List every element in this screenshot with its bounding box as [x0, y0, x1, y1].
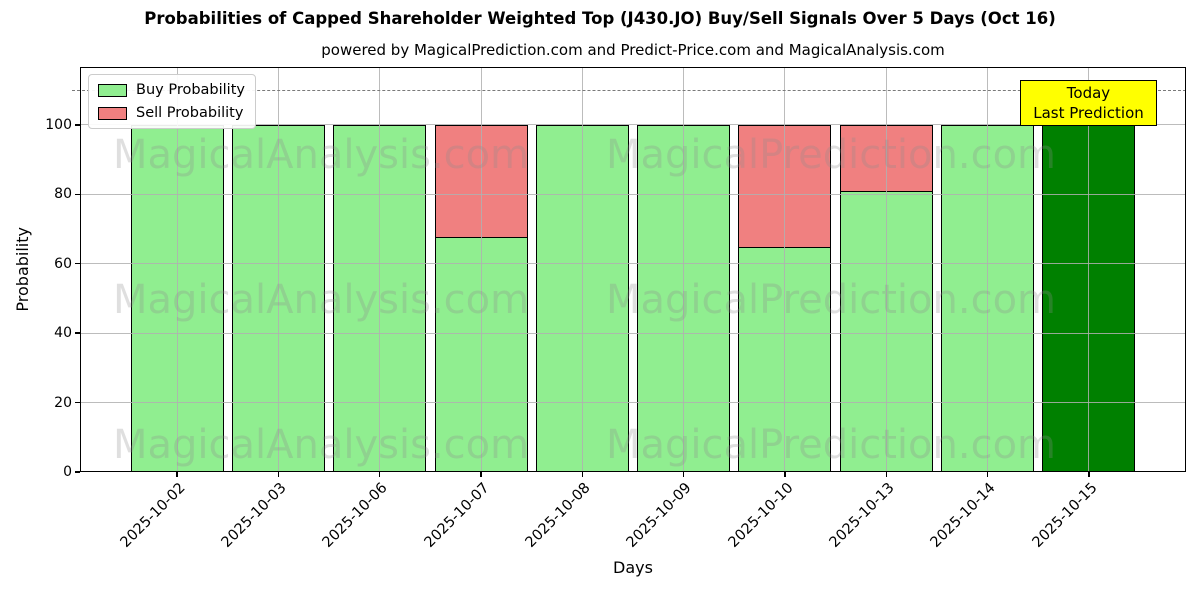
x-tick-mark: [682, 472, 685, 477]
watermark-analysis: MagicalAnalysis.com: [113, 277, 530, 323]
gridline-vertical: [683, 67, 685, 472]
dashed-threshold-line: [72, 90, 1186, 92]
gridline-vertical: [176, 67, 178, 472]
x-tick-label-text: 2025-10-08: [522, 480, 594, 551]
y-tick-label: 20: [54, 394, 72, 411]
x-tick-mark: [176, 472, 178, 477]
today-annotation: Today Last Prediction: [1020, 80, 1157, 126]
watermark-prediction: MagicalPrediction.com: [606, 422, 1056, 468]
y-tick-label: 40: [54, 325, 72, 342]
gridline-vertical: [987, 67, 989, 472]
y-tick-label: 0: [63, 464, 72, 480]
x-tick-mark: [581, 472, 584, 477]
y-tick-mark: [75, 263, 80, 265]
gridline-horizontal: [80, 402, 1186, 404]
watermark-analysis: MagicalAnalysis.com: [113, 422, 530, 468]
watermark-prediction: MagicalPrediction.com: [606, 277, 1056, 323]
plot-area: Buy Probability Sell Probability MagicalA…: [72, 67, 1186, 472]
gridline-vertical: [379, 67, 381, 472]
y-tick-mark: [75, 471, 80, 473]
y-axis-label: Probability: [13, 227, 32, 312]
x-tick-mark: [784, 472, 786, 477]
x-tick-label-text: 2025-10-10: [725, 480, 797, 551]
legend-swatch: [98, 106, 127, 120]
x-tick-label-text: 2025-10-03: [218, 480, 290, 551]
legend-item: Sell Probability: [98, 105, 245, 121]
x-tick-label-text: 2025-10-02: [117, 480, 189, 551]
gridline-horizontal: [80, 263, 1186, 265]
legend-item-label: Sell Probability: [136, 105, 244, 121]
x-tick-label-text: 2025-10-09: [624, 480, 695, 551]
gridline-horizontal: [80, 332, 1186, 334]
legend: Buy Probability Sell Probability: [88, 74, 256, 129]
x-tick-label-text: 2025-10-14: [927, 480, 999, 551]
watermark-prediction: MagicalPrediction.com: [606, 132, 1056, 178]
chart-subtitle: powered by MagicalPrediction.com and Pre…: [321, 41, 945, 59]
y-tick-label: 100: [45, 116, 72, 133]
gridline-vertical: [1088, 67, 1090, 472]
x-tick-label-text: 2025-10-13: [826, 480, 898, 551]
y-tick-mark: [75, 193, 80, 196]
y-tick-mark: [75, 124, 80, 126]
y-tick-mark: [75, 401, 80, 404]
today-annotation-line1: Today: [1066, 84, 1111, 102]
legend-swatch: [98, 83, 127, 97]
legend-item: Buy Probability: [98, 82, 245, 98]
y-tick-mark: [75, 332, 80, 334]
watermark-analysis: MagicalAnalysis.com: [113, 132, 530, 178]
gridline-vertical: [784, 67, 786, 472]
gridline-vertical: [277, 67, 279, 472]
y-tick-label: 60: [54, 255, 72, 272]
x-axis-label: Days: [613, 558, 653, 577]
x-tick-label-text: 2025-10-15: [1029, 480, 1101, 551]
gridline-vertical: [581, 67, 583, 472]
y-tick-label: 80: [54, 186, 72, 203]
x-tick-label-text: 2025-10-06: [320, 480, 392, 551]
gridline-vertical: [885, 67, 887, 472]
legend-item-label: Buy Probability: [136, 82, 245, 98]
today-annotation-line2: Last Prediction: [1033, 104, 1144, 122]
x-tick-mark: [480, 472, 482, 477]
x-tick-mark: [379, 472, 381, 477]
x-tick-label-text: 2025-10-07: [421, 480, 493, 551]
x-tick-mark: [1088, 472, 1090, 477]
gridline-vertical: [480, 67, 482, 472]
x-tick-mark: [986, 472, 989, 477]
x-tick-mark: [277, 472, 280, 477]
x-tick-mark: [885, 472, 887, 477]
gridline-horizontal: [80, 193, 1186, 195]
gridline-horizontal: [80, 124, 1186, 126]
chart-title: Probabilities of Capped Shareholder Weig…: [144, 9, 1056, 28]
